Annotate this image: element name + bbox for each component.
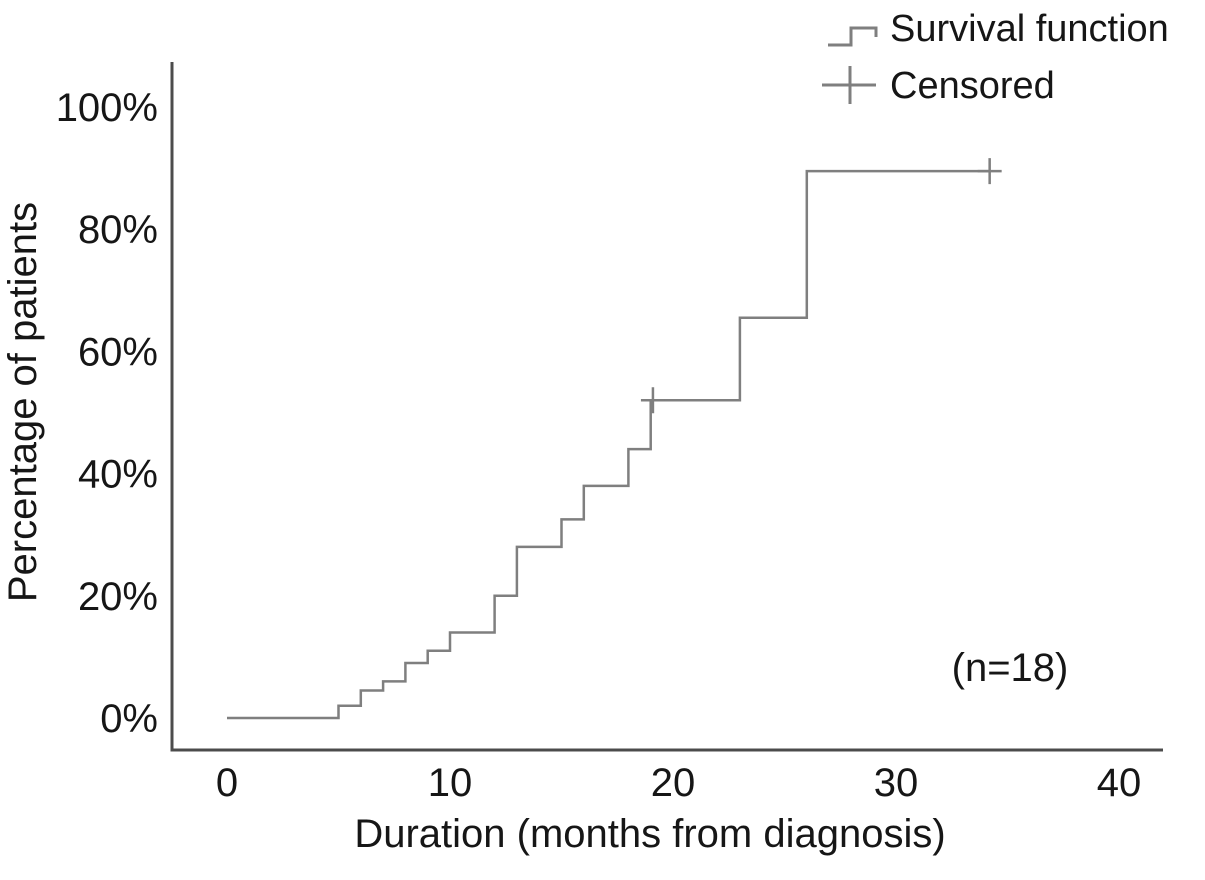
- legend: Survival function Censored: [822, 8, 1169, 107]
- censored-mark-icon: [640, 387, 665, 414]
- x-tick-label: 10: [428, 761, 473, 805]
- x-axis-tick-labels: 0 10 20 30 40: [216, 761, 1141, 805]
- y-tick-label: 80%: [78, 208, 158, 252]
- x-tick-label: 20: [651, 761, 696, 805]
- y-tick-label: 100%: [56, 86, 158, 130]
- y-tick-label: 60%: [78, 330, 158, 374]
- censor-marks: [640, 158, 1002, 414]
- y-axis-tick-labels: 0% 20% 40% 60% 80% 100%: [56, 86, 158, 741]
- y-tick-label: 40%: [78, 453, 158, 497]
- x-tick-label: 0: [216, 761, 238, 805]
- y-axis-title: Percentage of patients: [1, 202, 45, 602]
- legend-survival-step-icon: [828, 26, 878, 47]
- sample-size-annotation: (n=18): [952, 646, 1069, 690]
- legend-censored-label: Censored: [890, 65, 1055, 107]
- y-tick-label: 0%: [100, 697, 158, 741]
- legend-censored-plus-icon: [822, 66, 876, 104]
- y-tick-label: 20%: [78, 575, 158, 619]
- survival-curve: [227, 169, 990, 720]
- censored-mark-icon: [977, 158, 1002, 185]
- x-tick-label: 30: [874, 761, 919, 805]
- x-axis-title: Duration (months from diagnosis): [354, 812, 945, 856]
- x-tick-label: 40: [1097, 761, 1142, 805]
- legend-survival-label: Survival function: [890, 8, 1169, 50]
